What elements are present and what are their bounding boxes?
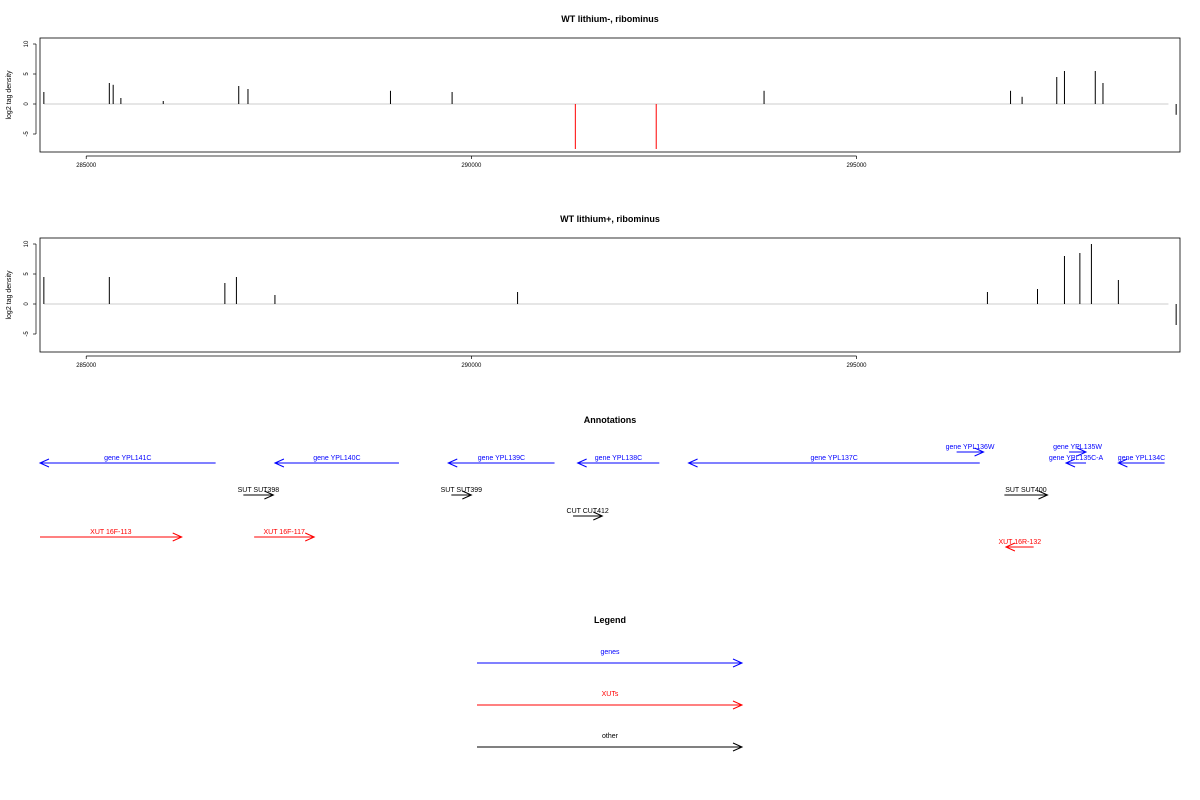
y-axis: -5 0 5 10	[24, 240, 37, 337]
annotation-xut-arrow: XUT 16R-132	[998, 539, 1041, 552]
annotation-label: gene YPL139C	[478, 455, 525, 462]
y-tick-label: 5	[24, 72, 30, 76]
annotations-panel: Annotations gene YPL141C gene YPL140C gene…	[38, 415, 1165, 552]
annotation-gene-arrow: gene YPL135W	[1053, 444, 1102, 457]
legend-item-gene: genes	[477, 649, 744, 668]
y-tick-label: -5	[24, 131, 30, 137]
annotation-gene-arrow: gene YPL137C	[687, 455, 980, 468]
x-tick-label: 285000	[76, 163, 97, 169]
annotations-title: Annotations	[584, 415, 637, 425]
annotation-label: gene YPL138C	[595, 455, 642, 462]
annotation-label: gene YPL140C	[313, 455, 360, 462]
legend-title: Legend	[594, 615, 626, 625]
annotation-label: XUT 16F-113	[90, 529, 131, 536]
annotation-label: CUT CUT412	[567, 508, 609, 515]
legend-item-xut: XUTs	[477, 691, 744, 710]
annotation-label: gene YPL135C-A	[1049, 455, 1104, 462]
plot-frame	[39, 237, 1181, 353]
y-tick-label: 10	[24, 40, 30, 47]
annotation-label: gene YPL141C	[104, 455, 151, 462]
x-axis: 285000 290000 295000	[76, 355, 867, 369]
annotation-gene-arrow: gene YPL135C-A	[1049, 455, 1104, 468]
y-tick-label: 0	[24, 302, 30, 306]
density-bars	[43, 71, 1177, 149]
annotation-gene-arrow: gene YPL134C	[1117, 455, 1165, 468]
annotation-gene-arrow: gene YPL141C	[38, 455, 216, 468]
plot-frame	[39, 37, 1181, 153]
annotation-gene-arrow: gene YPL138C	[576, 455, 660, 468]
density-bars	[43, 244, 1177, 325]
annotation-label: gene YPL137C	[810, 455, 857, 462]
annotation-gene-arrow: gene YPL136W	[946, 444, 995, 457]
legend-item-other: other	[477, 733, 744, 752]
legend-label: genes	[600, 649, 620, 656]
track-panel-lithium-minus: WT lithium-, ribominus log2 tag density …	[6, 14, 1181, 169]
annotation-other-arrow: SUT SUT400	[1004, 487, 1049, 500]
annotation-other-arrow: SUT SUT398	[238, 487, 280, 500]
annotation-gene-arrow: gene YPL139C	[447, 455, 555, 468]
x-tick-label: 290000	[461, 163, 482, 169]
y-tick-label: 5	[24, 272, 30, 276]
legend-label: other	[602, 733, 619, 740]
y-axis-label: log2 tag density	[6, 270, 13, 320]
x-tick-label: 295000	[846, 363, 867, 369]
annotation-label: SUT SUT399	[441, 487, 483, 494]
annotation-label: gene YPL134C	[1118, 455, 1165, 462]
y-tick-label: 10	[24, 240, 30, 247]
annotation-other-arrow: SUT SUT399	[441, 487, 483, 500]
annotation-label: gene YPL135W	[1053, 444, 1102, 451]
annotation-gene-arrow: gene YPL140C	[273, 455, 399, 468]
legend-panel: Legend genes XUTs other	[477, 615, 744, 752]
panel-title: WT lithium+, ribominus	[560, 214, 660, 224]
x-axis: 285000 290000 295000	[76, 155, 867, 169]
legend-label: XUTs	[602, 691, 619, 698]
annotation-label: XUT 16F-117	[263, 529, 304, 536]
annotation-label: gene YPL136W	[946, 444, 995, 451]
y-axis-label: log2 tag density	[6, 70, 13, 120]
annotation-other-arrow: CUT CUT412	[567, 508, 609, 521]
y-tick-label: -5	[24, 331, 30, 337]
annotation-label: SUT SUT398	[238, 487, 280, 494]
x-tick-label: 290000	[461, 363, 482, 369]
y-axis: -5 0 5 10	[24, 40, 37, 137]
panel-title: WT lithium-, ribominus	[561, 14, 659, 24]
x-tick-label: 285000	[76, 363, 97, 369]
track-panel-lithium-plus: WT lithium+, ribominus log2 tag density …	[6, 214, 1181, 369]
annotation-xut-arrow: XUT 16F-117	[254, 529, 316, 542]
annotation-xut-arrow: XUT 16F-113	[40, 529, 183, 542]
x-tick-label: 295000	[846, 163, 867, 169]
annotation-label: SUT SUT400	[1005, 487, 1047, 494]
annotation-label: XUT 16R-132	[998, 539, 1041, 546]
y-tick-label: 0	[24, 102, 30, 106]
